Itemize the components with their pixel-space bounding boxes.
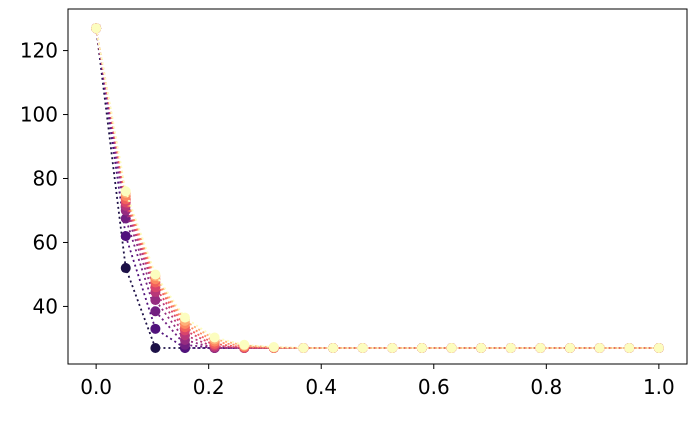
series-layer bbox=[91, 23, 664, 354]
data-point bbox=[268, 342, 279, 353]
data-point bbox=[653, 343, 664, 354]
plot-frame bbox=[67, 8, 688, 365]
x-tick-label: 0.4 bbox=[305, 375, 337, 399]
y-tick-label: 40 bbox=[33, 294, 58, 318]
x-tick-label: 0.2 bbox=[193, 375, 225, 399]
x-tick-label: 1.0 bbox=[643, 375, 675, 399]
y-tick-label: 100 bbox=[20, 103, 58, 127]
data-point bbox=[416, 343, 427, 354]
data-point bbox=[239, 339, 250, 350]
y-tick-label: 80 bbox=[33, 167, 58, 191]
y-axis: 40 60 80 100 120 bbox=[20, 39, 68, 318]
data-point bbox=[535, 343, 546, 354]
x-axis: 0.0 0.2 0.4 0.6 0.8 1.0 bbox=[80, 364, 675, 399]
x-tick-label: 0.0 bbox=[80, 375, 112, 399]
data-point bbox=[594, 343, 605, 354]
x-tick-label: 0.6 bbox=[418, 375, 450, 399]
data-point bbox=[565, 343, 576, 354]
data-point bbox=[298, 343, 309, 354]
y-tick-label: 120 bbox=[20, 39, 58, 63]
data-point bbox=[357, 343, 368, 354]
data-point bbox=[387, 343, 398, 354]
data-point bbox=[150, 269, 161, 280]
plot-area-background bbox=[68, 9, 687, 364]
x-tick-label: 0.8 bbox=[530, 375, 562, 399]
data-point bbox=[91, 23, 102, 34]
data-point bbox=[624, 343, 635, 354]
data-point bbox=[120, 231, 131, 242]
data-point bbox=[120, 263, 131, 274]
series-line bbox=[95, 28, 659, 349]
data-point bbox=[150, 306, 161, 317]
series-9 bbox=[91, 23, 664, 354]
data-point bbox=[150, 343, 161, 354]
data-point bbox=[476, 343, 487, 354]
data-point bbox=[209, 332, 220, 343]
y-tick-label: 60 bbox=[33, 230, 58, 254]
data-point bbox=[150, 323, 161, 334]
data-point bbox=[120, 186, 131, 197]
data-point bbox=[328, 343, 339, 354]
data-point bbox=[446, 343, 457, 354]
data-point bbox=[179, 312, 190, 323]
data-point bbox=[150, 295, 161, 306]
data-point bbox=[505, 343, 516, 354]
